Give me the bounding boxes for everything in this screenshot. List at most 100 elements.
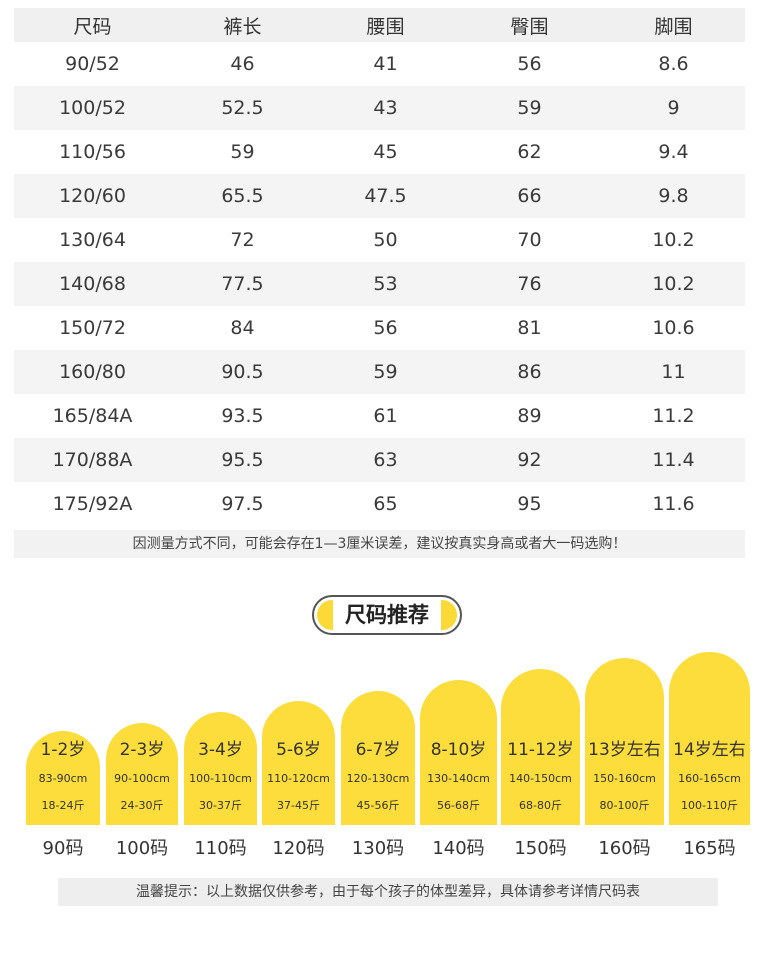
table-body: 90/52 46 41 56 8.6 100/52 52.5 43 59 9 110/56 59 45 6…	[14, 42, 745, 526]
table-cell: 52.5	[221, 97, 264, 119]
table-cell: 70	[517, 229, 542, 251]
table-cell: 62	[517, 141, 542, 163]
table-row: 170/88A 95.5 63 92 11.4	[14, 438, 745, 482]
table-cell: 81	[517, 317, 542, 339]
card-height: 120-130cm	[346, 772, 410, 785]
age-card: 5-6岁 110-120cm 37-45斤	[262, 701, 335, 825]
card-height: 130-140cm	[427, 772, 490, 785]
table-cell: 165/84A	[52, 405, 133, 427]
table-cell: 130/64	[59, 229, 126, 251]
card-age: 5-6岁	[276, 740, 321, 760]
card-height: 83-90cm	[38, 772, 88, 785]
card-weight: 18-24斤	[41, 799, 85, 812]
age-card: 8-10岁 130-140cm 56-68斤	[420, 680, 497, 825]
table-cell: 11	[661, 361, 686, 383]
table-cell: 11.6	[652, 493, 695, 515]
table-cell: 50	[373, 229, 398, 251]
table-cell: 59	[373, 361, 398, 383]
card-age: 3-4岁	[198, 740, 243, 760]
table-cell: 11.2	[652, 405, 695, 427]
table-cell: 53	[373, 273, 398, 295]
card-age: 2-3岁	[119, 740, 165, 760]
header-length: 裤长	[223, 15, 262, 38]
tip-note: 温馨提示：以上数据仅供参考，由于每个孩子的体型差异，具体请参考详情尺码表	[58, 878, 718, 906]
table-cell: 59	[230, 141, 255, 163]
table-row: 175/92A 97.5 65 95 11.6	[14, 482, 745, 526]
size-table: 尺码 裤长 腰围 臀围 脚围 90/52 46 41 56 8.6 100/52 52.5 4…	[14, 8, 745, 526]
header-ankle: 脚围	[654, 15, 693, 38]
table-cell: 61	[373, 405, 398, 427]
age-card: 1-2岁 83-90cm 18-24斤	[26, 731, 100, 825]
card-size-label: 130码	[351, 838, 405, 859]
recommend-title-badge: 尺码推荐	[312, 595, 462, 635]
table-cell: 95	[517, 493, 542, 515]
table-cell: 90.5	[221, 361, 264, 383]
age-card: 6-7岁 120-130cm 45-56斤	[341, 691, 415, 825]
card-size-label: 110码	[194, 838, 247, 859]
table-row: 110/56 59 45 62 9.4	[14, 130, 745, 174]
table-cell: 11.4	[652, 449, 695, 471]
table-cell: 150/72	[59, 317, 126, 339]
card-age: 6-7岁	[355, 740, 401, 760]
card-weight: 45-56斤	[356, 799, 400, 812]
card-weight: 100-110斤	[681, 799, 738, 812]
table-cell: 89	[517, 405, 542, 427]
table-cell: 76	[517, 273, 542, 295]
table-cell: 59	[517, 97, 542, 119]
card-height: 150-160cm	[593, 772, 656, 785]
table-cell: 175/92A	[52, 493, 133, 515]
card-weight: 24-30斤	[120, 799, 164, 812]
card-size-label: 150码	[514, 838, 567, 859]
card-height: 140-150cm	[509, 772, 572, 785]
recommend-title: 尺码推荐	[345, 603, 429, 627]
card-size-label: 160码	[598, 838, 651, 859]
table-row: 165/84A 93.5 61 89 11.2	[14, 394, 745, 438]
table-cell: 97.5	[221, 493, 264, 515]
age-card: 3-4岁 100-110cm 30-37斤	[184, 712, 257, 825]
card-weight: 56-68斤	[437, 799, 480, 812]
table-cell: 10.6	[652, 317, 695, 339]
table-row: 90/52 46 41 56 8.6	[14, 42, 745, 86]
card-age: 1-2岁	[40, 740, 86, 760]
badge-left-cap	[317, 600, 333, 630]
table-cell: 90/52	[65, 53, 120, 75]
table-cell: 45	[373, 141, 398, 163]
age-card: 11-12岁 140-150cm 68-80斤	[501, 669, 580, 825]
card-height: 110-120cm	[267, 772, 330, 785]
table-cell: 140/68	[59, 273, 126, 295]
table-cell: 120/60	[59, 185, 126, 207]
table-cell: 66	[517, 185, 542, 207]
card-height: 160-165cm	[678, 772, 741, 785]
card-size-label: 165码	[683, 838, 736, 859]
age-card: 2-3岁 90-100cm 24-30斤	[106, 723, 178, 825]
table-cell: 63	[373, 449, 398, 471]
card-age: 13岁左右	[588, 740, 661, 760]
table-cell: 9.4	[658, 141, 689, 163]
table-cell: 41	[373, 53, 398, 75]
table-cell: 65	[373, 493, 398, 515]
table-row: 150/72 84 56 81 10.6	[14, 306, 745, 350]
card-size-label: 90码	[42, 838, 84, 859]
age-card: 14岁左右 160-165cm 100-110斤	[669, 652, 750, 825]
table-row: 100/52 52.5 43 59 9	[14, 86, 745, 130]
table-cell: 43	[373, 97, 398, 119]
card-size-label: 100码	[115, 838, 169, 859]
card-age: 11-12岁	[507, 740, 574, 760]
header-hip: 臀围	[510, 15, 549, 38]
header-size: 尺码	[73, 15, 112, 38]
card-height: 100-110cm	[189, 772, 252, 785]
table-cell: 9.8	[658, 185, 689, 207]
card-weight: 37-45斤	[277, 799, 320, 812]
card-height: 90-100cm	[114, 772, 170, 785]
table-cell: 10.2	[652, 273, 695, 295]
table-cell: 100/52	[59, 97, 126, 119]
table-cell: 95.5	[221, 449, 264, 471]
table-row: 140/68 77.5 53 76 10.2	[14, 262, 745, 306]
table-cell: 47.5	[364, 185, 407, 207]
age-card: 13岁左右 150-160cm 80-100斤	[585, 658, 664, 825]
table-cell: 170/88A	[52, 449, 133, 471]
header-waist: 腰围	[366, 15, 405, 38]
table-cell: 77.5	[221, 273, 264, 295]
card-age: 14岁左右	[673, 740, 746, 760]
card-size-label: 140码	[432, 838, 485, 859]
